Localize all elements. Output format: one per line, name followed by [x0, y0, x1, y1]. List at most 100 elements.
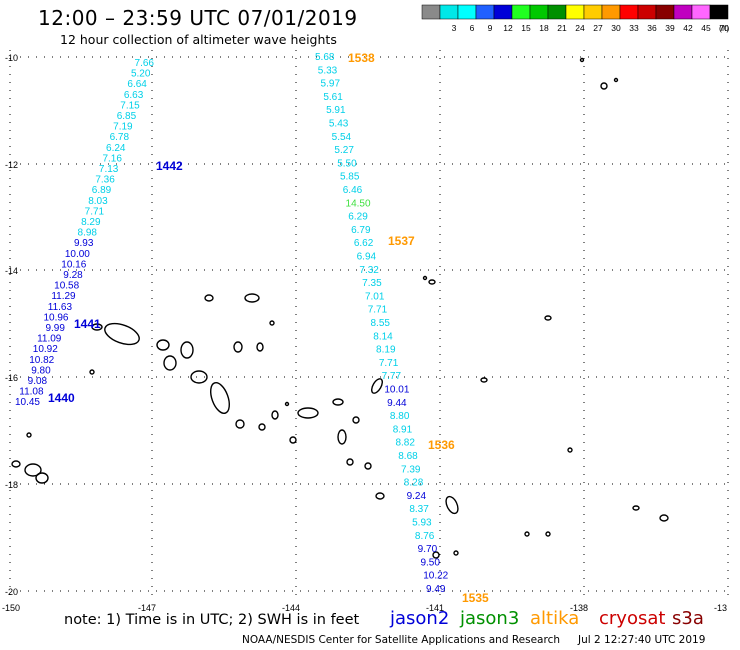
island-outline	[210, 382, 230, 414]
swh-value: 6.63	[124, 90, 144, 101]
swh-value: 6.79	[351, 225, 371, 236]
island-outline	[244, 293, 260, 303]
island-outline	[271, 410, 279, 420]
colorbar-tick: 21	[557, 23, 567, 33]
legend-jason2: jason2	[390, 608, 450, 629]
island-outline	[156, 339, 170, 351]
swh-value: 8.55	[371, 318, 391, 329]
lon-label: -138	[570, 603, 588, 613]
swh-value: 7.66	[135, 58, 155, 69]
swh-value: 6.78	[110, 132, 130, 143]
swh-value: 5.97	[321, 79, 341, 90]
colorbar-unit: (ft)	[719, 23, 730, 33]
color-scale-bar: 3 6 9 12 15 18 21 24 27 30 33 36 39 42 45 70(ft)	[421, 4, 730, 33]
track-time-label: 1535	[462, 591, 489, 605]
swh-value: 10.58	[54, 281, 79, 292]
island-outline	[284, 401, 290, 407]
swh-value: 6.62	[354, 238, 374, 249]
swh-value: 5.20	[131, 69, 151, 80]
island-outlines	[11, 57, 669, 559]
island-outline	[659, 514, 669, 522]
swh-value: 8.80	[390, 411, 410, 422]
legend-jason3: jason3	[460, 608, 520, 629]
swh-value: 9.80	[31, 365, 51, 376]
left-track-values: 7.665.206.646.637.156.857.196.786.247.16…	[15, 58, 154, 408]
swh-value: 8.68	[398, 451, 418, 462]
colorbar-swatch	[475, 4, 495, 20]
swh-value: 10.92	[33, 344, 58, 355]
track-time-label: 1538	[348, 51, 375, 65]
swh-value: 10.00	[65, 249, 90, 260]
colorbar-tick: 6	[470, 23, 475, 33]
swh-value: 8.14	[373, 331, 393, 342]
colorbar-tick: 27	[593, 23, 603, 33]
lon-label: -150	[2, 603, 20, 613]
swh-value: 5.91	[326, 105, 346, 116]
right-track-values: 5.68 5.33 5.97 5.61 5.91 5.43 5.54 5.27 5.50 5.85…	[315, 52, 449, 595]
island-outline	[545, 531, 551, 537]
island-outline	[163, 355, 177, 371]
lat-label: -12	[5, 160, 18, 170]
swh-value: 8.37	[409, 504, 429, 515]
lon-label: -147	[138, 603, 156, 613]
swh-value: 11.63	[48, 302, 73, 313]
colorbar-tick: 45	[701, 23, 711, 33]
island-outline	[428, 279, 436, 285]
swh-value: 7.15	[120, 100, 140, 111]
lon-label: -141	[426, 603, 444, 613]
swh-value: 9.24	[407, 491, 427, 502]
swh-value: 8.91	[393, 424, 413, 435]
swh-value: 8.98	[78, 228, 98, 239]
colorbar-swatch	[457, 4, 477, 20]
island-outline	[613, 77, 619, 83]
island-outline	[104, 322, 140, 346]
colorbar-tick: 15	[521, 23, 531, 33]
colorbar-swatch	[619, 4, 639, 20]
swh-value: 9.99	[45, 323, 65, 334]
swh-value: 9.49	[426, 584, 446, 595]
swh-value: 6.29	[348, 212, 368, 223]
colorbar-tick: 42	[683, 23, 693, 33]
swh-value: 7.71	[85, 206, 105, 217]
colorbar-swatch	[421, 4, 441, 20]
island-outline	[544, 315, 552, 321]
colorbar-tick: 33	[629, 23, 639, 33]
swh-value: 11.08	[19, 387, 44, 398]
island-outline	[352, 416, 360, 424]
track-time-labels: 1442 1441 1440 1538 1537 1536 1535	[48, 51, 489, 605]
colorbar-tick: 3	[452, 23, 457, 33]
track-time-label: 1440	[48, 391, 75, 405]
island-outline	[91, 323, 103, 331]
island-outline	[453, 550, 459, 556]
swh-value: 10.16	[61, 259, 86, 270]
swh-value: 8.29	[81, 217, 101, 228]
colorbar-tick: 70	[719, 23, 729, 33]
legend-cryosat: cryosat	[599, 608, 666, 629]
swh-value: 6.89	[92, 185, 112, 196]
island-outline	[26, 432, 32, 438]
island-outline	[24, 463, 42, 477]
swh-value: 11.29	[51, 291, 76, 302]
swh-value: 7.77	[382, 371, 402, 382]
island-outline	[432, 551, 440, 559]
map-subtitle: 12 hour collection of altimeter wave hei…	[60, 32, 337, 47]
island-outline	[632, 505, 640, 511]
island-outline	[567, 447, 573, 453]
swh-value: 9.93	[74, 238, 94, 249]
swh-value: 8.28	[404, 478, 424, 489]
colorbar-swatch	[601, 4, 621, 20]
swh-value: 5.68	[315, 52, 335, 63]
swh-value: 10.22	[423, 571, 448, 582]
island-outline	[289, 436, 297, 444]
colorbar-swatch	[583, 4, 603, 20]
island-outline	[445, 495, 459, 515]
island-outline	[579, 57, 585, 63]
island-outline	[524, 531, 530, 537]
swh-value: 5.33	[318, 65, 338, 76]
legend-altika: altika	[530, 608, 580, 629]
lat-label: -18	[5, 480, 18, 490]
island-outline	[332, 398, 344, 406]
colorbar-swatch	[529, 4, 549, 20]
lat-label: -20	[5, 587, 18, 597]
